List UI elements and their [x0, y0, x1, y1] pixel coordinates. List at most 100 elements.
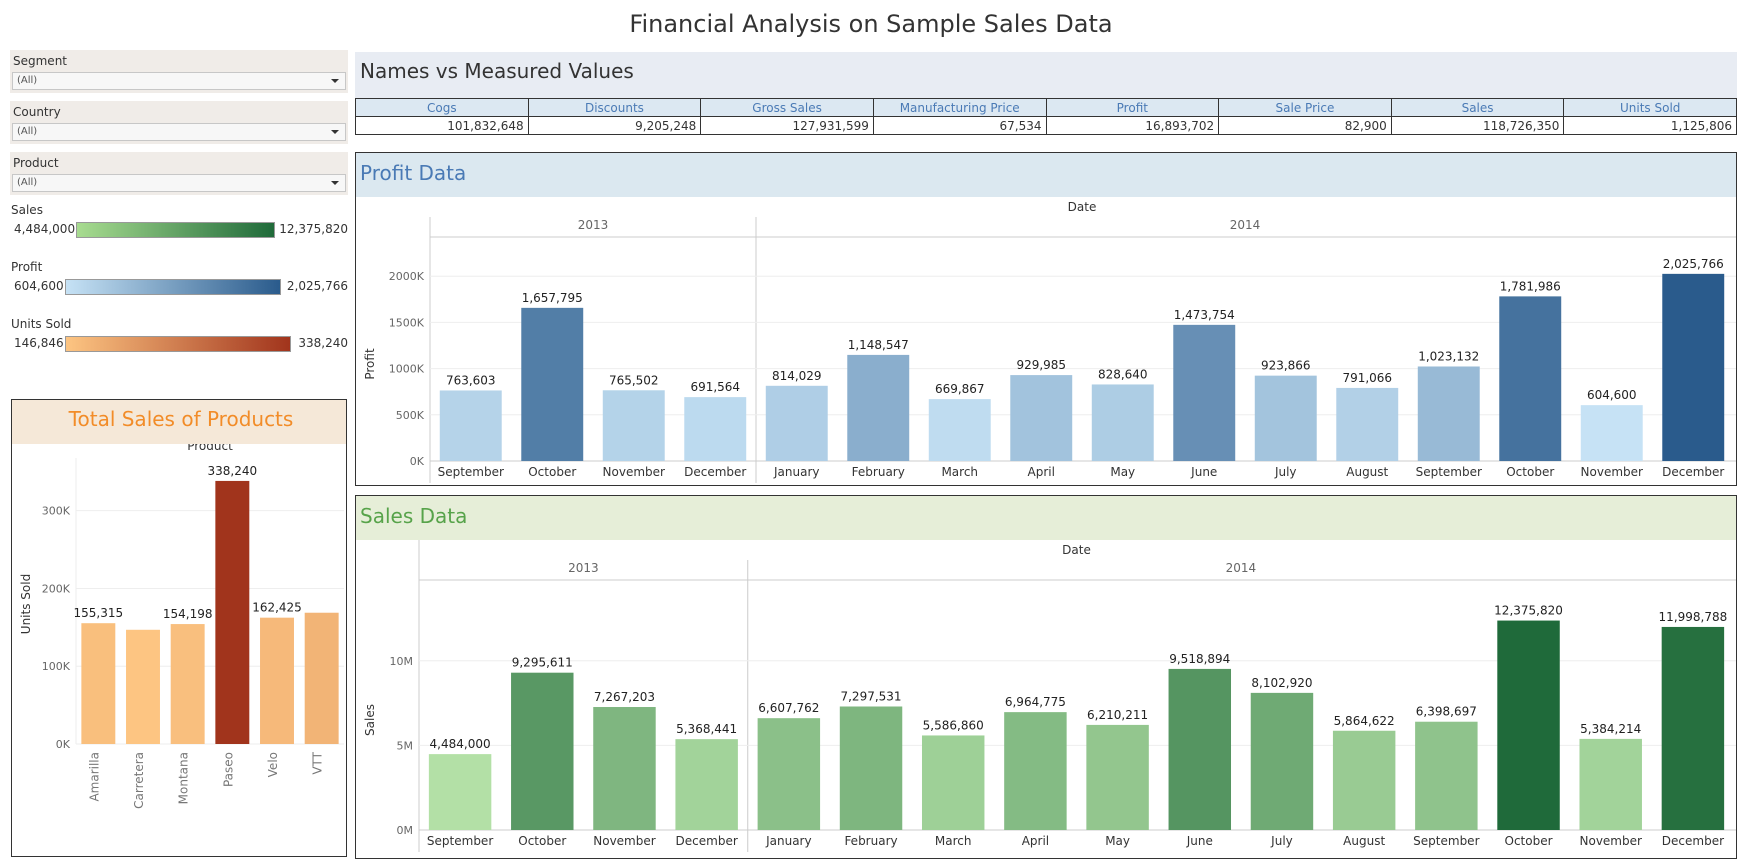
- profit-panel: Profit Data Date 2013 2014 0K 500K 1000K 1500K…: [355, 152, 1737, 486]
- bar: [593, 707, 656, 830]
- measure-value-gross-sales: 127,931,599: [700, 116, 874, 135]
- units-legend-label: Units Sold: [11, 317, 72, 331]
- segment-filter-label: Segment: [13, 54, 67, 68]
- measure-header-cogs: Cogs: [355, 98, 529, 117]
- y-tick-label: 2000K: [389, 270, 425, 283]
- data-label: 9,295,611: [512, 656, 573, 670]
- data-label: 763,603: [446, 373, 496, 387]
- x-tick-label: February: [852, 465, 905, 479]
- data-label: 1,657,795: [522, 291, 583, 305]
- measure-header-sale-price: Sale Price: [1218, 98, 1392, 117]
- bar: [921, 735, 985, 830]
- sales-legend: 4,484,000 12,375,820: [10, 222, 348, 238]
- year-label-2013: 2013: [568, 561, 599, 575]
- x-tick-label: March: [941, 465, 978, 479]
- measures-table: Cogs Discounts Gross Sales Manufacturing Pr…: [355, 98, 1737, 135]
- data-label: 5,864,622: [1334, 714, 1395, 728]
- bar: [1010, 375, 1073, 461]
- data-label: 1,781,986: [1500, 279, 1561, 293]
- chevron-down-icon: [331, 130, 339, 134]
- measure-value-profit: 16,893,702: [1045, 116, 1220, 135]
- data-label: 7,267,203: [594, 690, 655, 704]
- measures-header-row: Cogs Discounts Gross Sales Manufacturing Pr…: [355, 98, 1737, 117]
- data-label: 6,398,697: [1416, 705, 1477, 719]
- bar: [839, 706, 903, 830]
- measure-header-gross-sales: Gross Sales: [700, 98, 874, 117]
- bar: [81, 623, 116, 744]
- y-tick-label: 10M: [390, 655, 414, 668]
- data-label: 923,866: [1261, 359, 1311, 373]
- chevron-down-icon: [331, 79, 339, 83]
- bar: [1332, 730, 1396, 830]
- profit-color-gradient: [65, 279, 281, 295]
- product-filter: Product (All): [10, 152, 348, 195]
- x-tick-label: Velo: [266, 752, 280, 777]
- data-label: 12,375,820: [1494, 604, 1563, 618]
- product-filter-label: Product: [13, 156, 59, 170]
- data-label: 5,586,860: [923, 718, 984, 732]
- product-dropdown[interactable]: (All): [12, 174, 346, 192]
- measure-value-manufacturing-price: 67,534: [872, 116, 1047, 135]
- sales-legend-max: 12,375,820: [279, 222, 348, 236]
- bar: [602, 390, 665, 461]
- x-tick-label: May: [1105, 834, 1130, 848]
- y-tick-label: 1500K: [389, 316, 425, 329]
- x-tick-label: December: [676, 834, 738, 848]
- column-header: Date: [1062, 543, 1091, 557]
- segment-dropdown-value: (All): [17, 75, 38, 86]
- bar: [428, 754, 492, 830]
- measure-header-sales: Sales: [1390, 98, 1565, 117]
- x-tick-label: July: [1270, 834, 1293, 848]
- units-color-gradient: [65, 336, 291, 352]
- data-label: 155,315: [74, 606, 124, 620]
- profit-legend-max: 2,025,766: [286, 279, 348, 293]
- y-tick-label: 100K: [42, 660, 71, 673]
- measure-header-manufacturing-price: Manufacturing Price: [872, 98, 1047, 117]
- bar: [1086, 724, 1149, 830]
- data-label: 828,640: [1098, 367, 1148, 381]
- x-tick-label: August: [1346, 465, 1388, 479]
- names-panel: Names vs Measured Values Cogs Discounts Gr…: [355, 52, 1737, 135]
- bar: [1254, 375, 1317, 461]
- x-tick-label: April: [1028, 465, 1055, 479]
- data-label: 338,240: [208, 464, 258, 478]
- bar: [439, 390, 502, 461]
- measure-value-sales: 118,726,350: [1390, 116, 1565, 135]
- x-tick-label: Carretera: [132, 752, 146, 809]
- column-header: Date: [1068, 200, 1097, 214]
- chevron-down-icon: [331, 181, 339, 185]
- bar: [1580, 405, 1643, 461]
- bar: [170, 624, 205, 744]
- country-dropdown[interactable]: (All): [12, 123, 346, 141]
- product-dropdown-value: (All): [17, 177, 38, 188]
- data-label: 6,964,775: [1005, 695, 1066, 709]
- bar: [1499, 296, 1562, 461]
- y-tick-label: 0M: [397, 824, 414, 837]
- x-tick-label: December: [684, 465, 746, 479]
- y-axis-label: Profit: [363, 348, 377, 380]
- bar: [1415, 721, 1478, 830]
- y-tick-label: 300K: [42, 505, 71, 518]
- x-tick-label: July: [1274, 465, 1297, 479]
- x-tick-label: Paseo: [221, 752, 235, 787]
- bar: [757, 718, 821, 830]
- x-tick-label: September: [1416, 465, 1482, 479]
- y-tick-label: 500K: [396, 409, 425, 422]
- y-tick-label: 0K: [410, 455, 425, 468]
- segment-dropdown[interactable]: (All): [12, 72, 346, 90]
- profit-legend-label: Profit: [11, 260, 43, 274]
- x-tick-label: December: [1662, 834, 1724, 848]
- segment-filter: Segment (All): [10, 50, 348, 93]
- bar: [1173, 324, 1236, 461]
- data-label: 9,518,894: [1169, 652, 1230, 666]
- x-tick-label: Montana: [177, 752, 191, 804]
- y-tick-label: 200K: [42, 582, 71, 595]
- bar: [215, 480, 250, 744]
- bar: [1250, 692, 1314, 830]
- data-label: 8,102,920: [1251, 676, 1312, 690]
- data-label: 6,607,762: [758, 701, 819, 715]
- bar: [1417, 366, 1480, 461]
- sales-legend-min: 4,484,000: [14, 222, 76, 236]
- units-sold-chart: Product 0K 100K 200K 300K Units Sold 155,315 Am…: [19, 439, 344, 809]
- profit-chart: Date 2013 2014 0K 500K 1000K 1500K 2000K Profit 7…: [363, 200, 1736, 483]
